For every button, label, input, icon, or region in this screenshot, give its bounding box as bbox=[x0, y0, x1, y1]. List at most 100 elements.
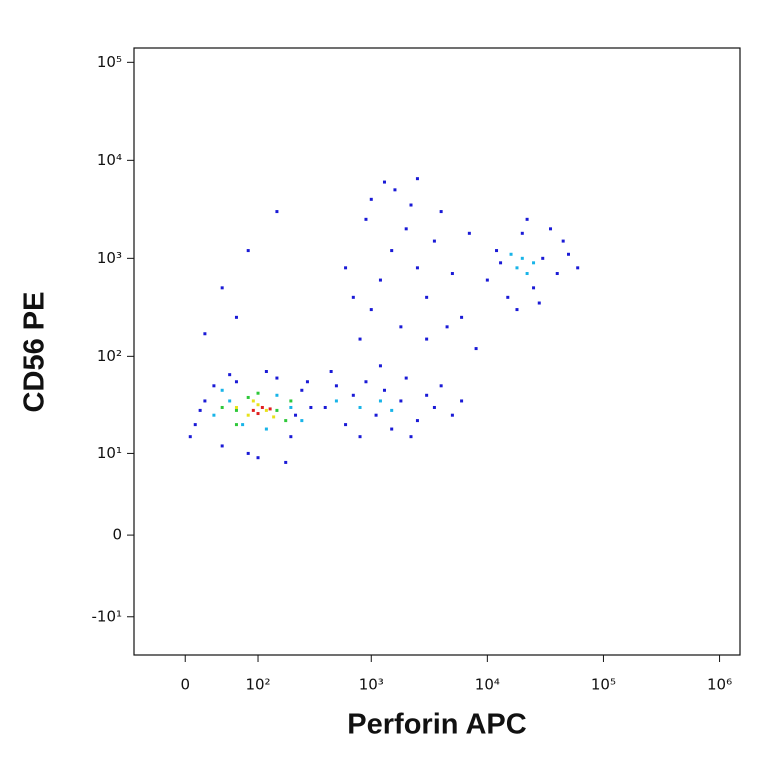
data-point bbox=[329, 370, 333, 374]
data-point bbox=[272, 415, 276, 419]
data-point bbox=[358, 337, 362, 341]
data-point bbox=[275, 210, 279, 214]
y-tick-label: 10⁵ bbox=[97, 53, 122, 71]
data-point bbox=[415, 266, 419, 270]
data-point bbox=[268, 407, 272, 411]
data-point bbox=[378, 399, 382, 403]
data-point bbox=[425, 295, 429, 299]
data-point bbox=[506, 295, 510, 299]
data-point bbox=[404, 227, 408, 231]
data-point bbox=[537, 301, 541, 305]
data-point bbox=[532, 286, 536, 290]
data-point bbox=[425, 337, 429, 341]
data-point bbox=[566, 252, 570, 256]
data-point bbox=[549, 227, 553, 231]
data-point bbox=[561, 239, 565, 243]
data-point bbox=[382, 180, 386, 184]
data-point bbox=[393, 188, 397, 192]
data-point bbox=[474, 347, 478, 351]
data-point bbox=[369, 197, 373, 201]
data-point bbox=[541, 256, 545, 260]
data-point bbox=[369, 308, 373, 312]
y-tick-label: 10⁴ bbox=[97, 151, 122, 169]
data-point bbox=[234, 380, 238, 384]
data-point bbox=[289, 435, 293, 439]
x-tick-label: 0 bbox=[180, 676, 190, 694]
data-point bbox=[415, 177, 419, 181]
data-point bbox=[404, 376, 408, 380]
data-point bbox=[241, 423, 245, 427]
x-tick-label: 10⁵ bbox=[591, 676, 616, 694]
data-point bbox=[246, 413, 250, 417]
y-tick-label: 0 bbox=[112, 526, 122, 544]
data-point bbox=[220, 405, 224, 409]
data-point bbox=[212, 384, 216, 388]
data-point bbox=[532, 261, 536, 265]
data-point bbox=[399, 325, 403, 329]
data-point bbox=[220, 444, 224, 448]
data-point bbox=[220, 388, 224, 392]
data-point bbox=[439, 210, 443, 214]
data-point bbox=[228, 373, 232, 377]
data-point bbox=[415, 419, 419, 423]
data-point bbox=[251, 399, 255, 403]
data-point bbox=[460, 315, 464, 319]
data-point bbox=[203, 399, 207, 403]
data-point bbox=[275, 393, 279, 397]
data-point bbox=[555, 272, 559, 276]
y-tick-label: -10¹ bbox=[91, 607, 122, 625]
data-point bbox=[246, 451, 250, 455]
data-point bbox=[334, 399, 338, 403]
data-point bbox=[234, 423, 238, 427]
data-point bbox=[515, 308, 519, 312]
data-point bbox=[378, 278, 382, 282]
plot-frame bbox=[133, 47, 741, 656]
data-point bbox=[264, 370, 268, 374]
x-tick-label: 10³ bbox=[359, 676, 384, 694]
data-point bbox=[289, 399, 293, 403]
data-point bbox=[212, 413, 216, 417]
x-tick-label: 10² bbox=[245, 676, 270, 694]
data-point bbox=[228, 399, 232, 403]
data-point bbox=[264, 408, 268, 412]
data-point bbox=[374, 413, 378, 417]
data-point bbox=[445, 325, 449, 329]
data-point bbox=[260, 405, 264, 409]
data-point bbox=[294, 413, 298, 417]
data-point bbox=[256, 412, 260, 416]
data-point bbox=[234, 408, 238, 412]
x-tick-label: 10⁴ bbox=[475, 676, 500, 694]
data-point bbox=[409, 203, 413, 207]
y-tick-label: 10¹ bbox=[97, 444, 122, 462]
data-point bbox=[289, 405, 293, 409]
data-point bbox=[390, 408, 394, 412]
data-point bbox=[220, 286, 224, 290]
y-tick-label: 10³ bbox=[97, 249, 122, 267]
data-point bbox=[399, 399, 403, 403]
data-point bbox=[275, 376, 279, 380]
data-point bbox=[284, 460, 288, 464]
data-point bbox=[344, 423, 348, 427]
data-point bbox=[499, 261, 503, 265]
data-point bbox=[409, 435, 413, 439]
data-point bbox=[382, 388, 386, 392]
data-point bbox=[525, 217, 529, 221]
data-point bbox=[390, 249, 394, 253]
x-tick-label: 10⁶ bbox=[707, 676, 732, 694]
data-point bbox=[351, 295, 355, 299]
data-point bbox=[432, 405, 436, 409]
data-point bbox=[439, 384, 443, 388]
data-point bbox=[246, 249, 250, 253]
data-point bbox=[344, 266, 348, 270]
data-point bbox=[251, 408, 255, 412]
data-point bbox=[309, 405, 313, 409]
data-point bbox=[467, 231, 471, 235]
data-point bbox=[364, 380, 368, 384]
data-point bbox=[450, 413, 454, 417]
data-point bbox=[300, 388, 304, 392]
data-point bbox=[351, 393, 355, 397]
data-point bbox=[358, 435, 362, 439]
data-point bbox=[188, 435, 192, 439]
data-point bbox=[305, 380, 309, 384]
data-point bbox=[378, 364, 382, 368]
